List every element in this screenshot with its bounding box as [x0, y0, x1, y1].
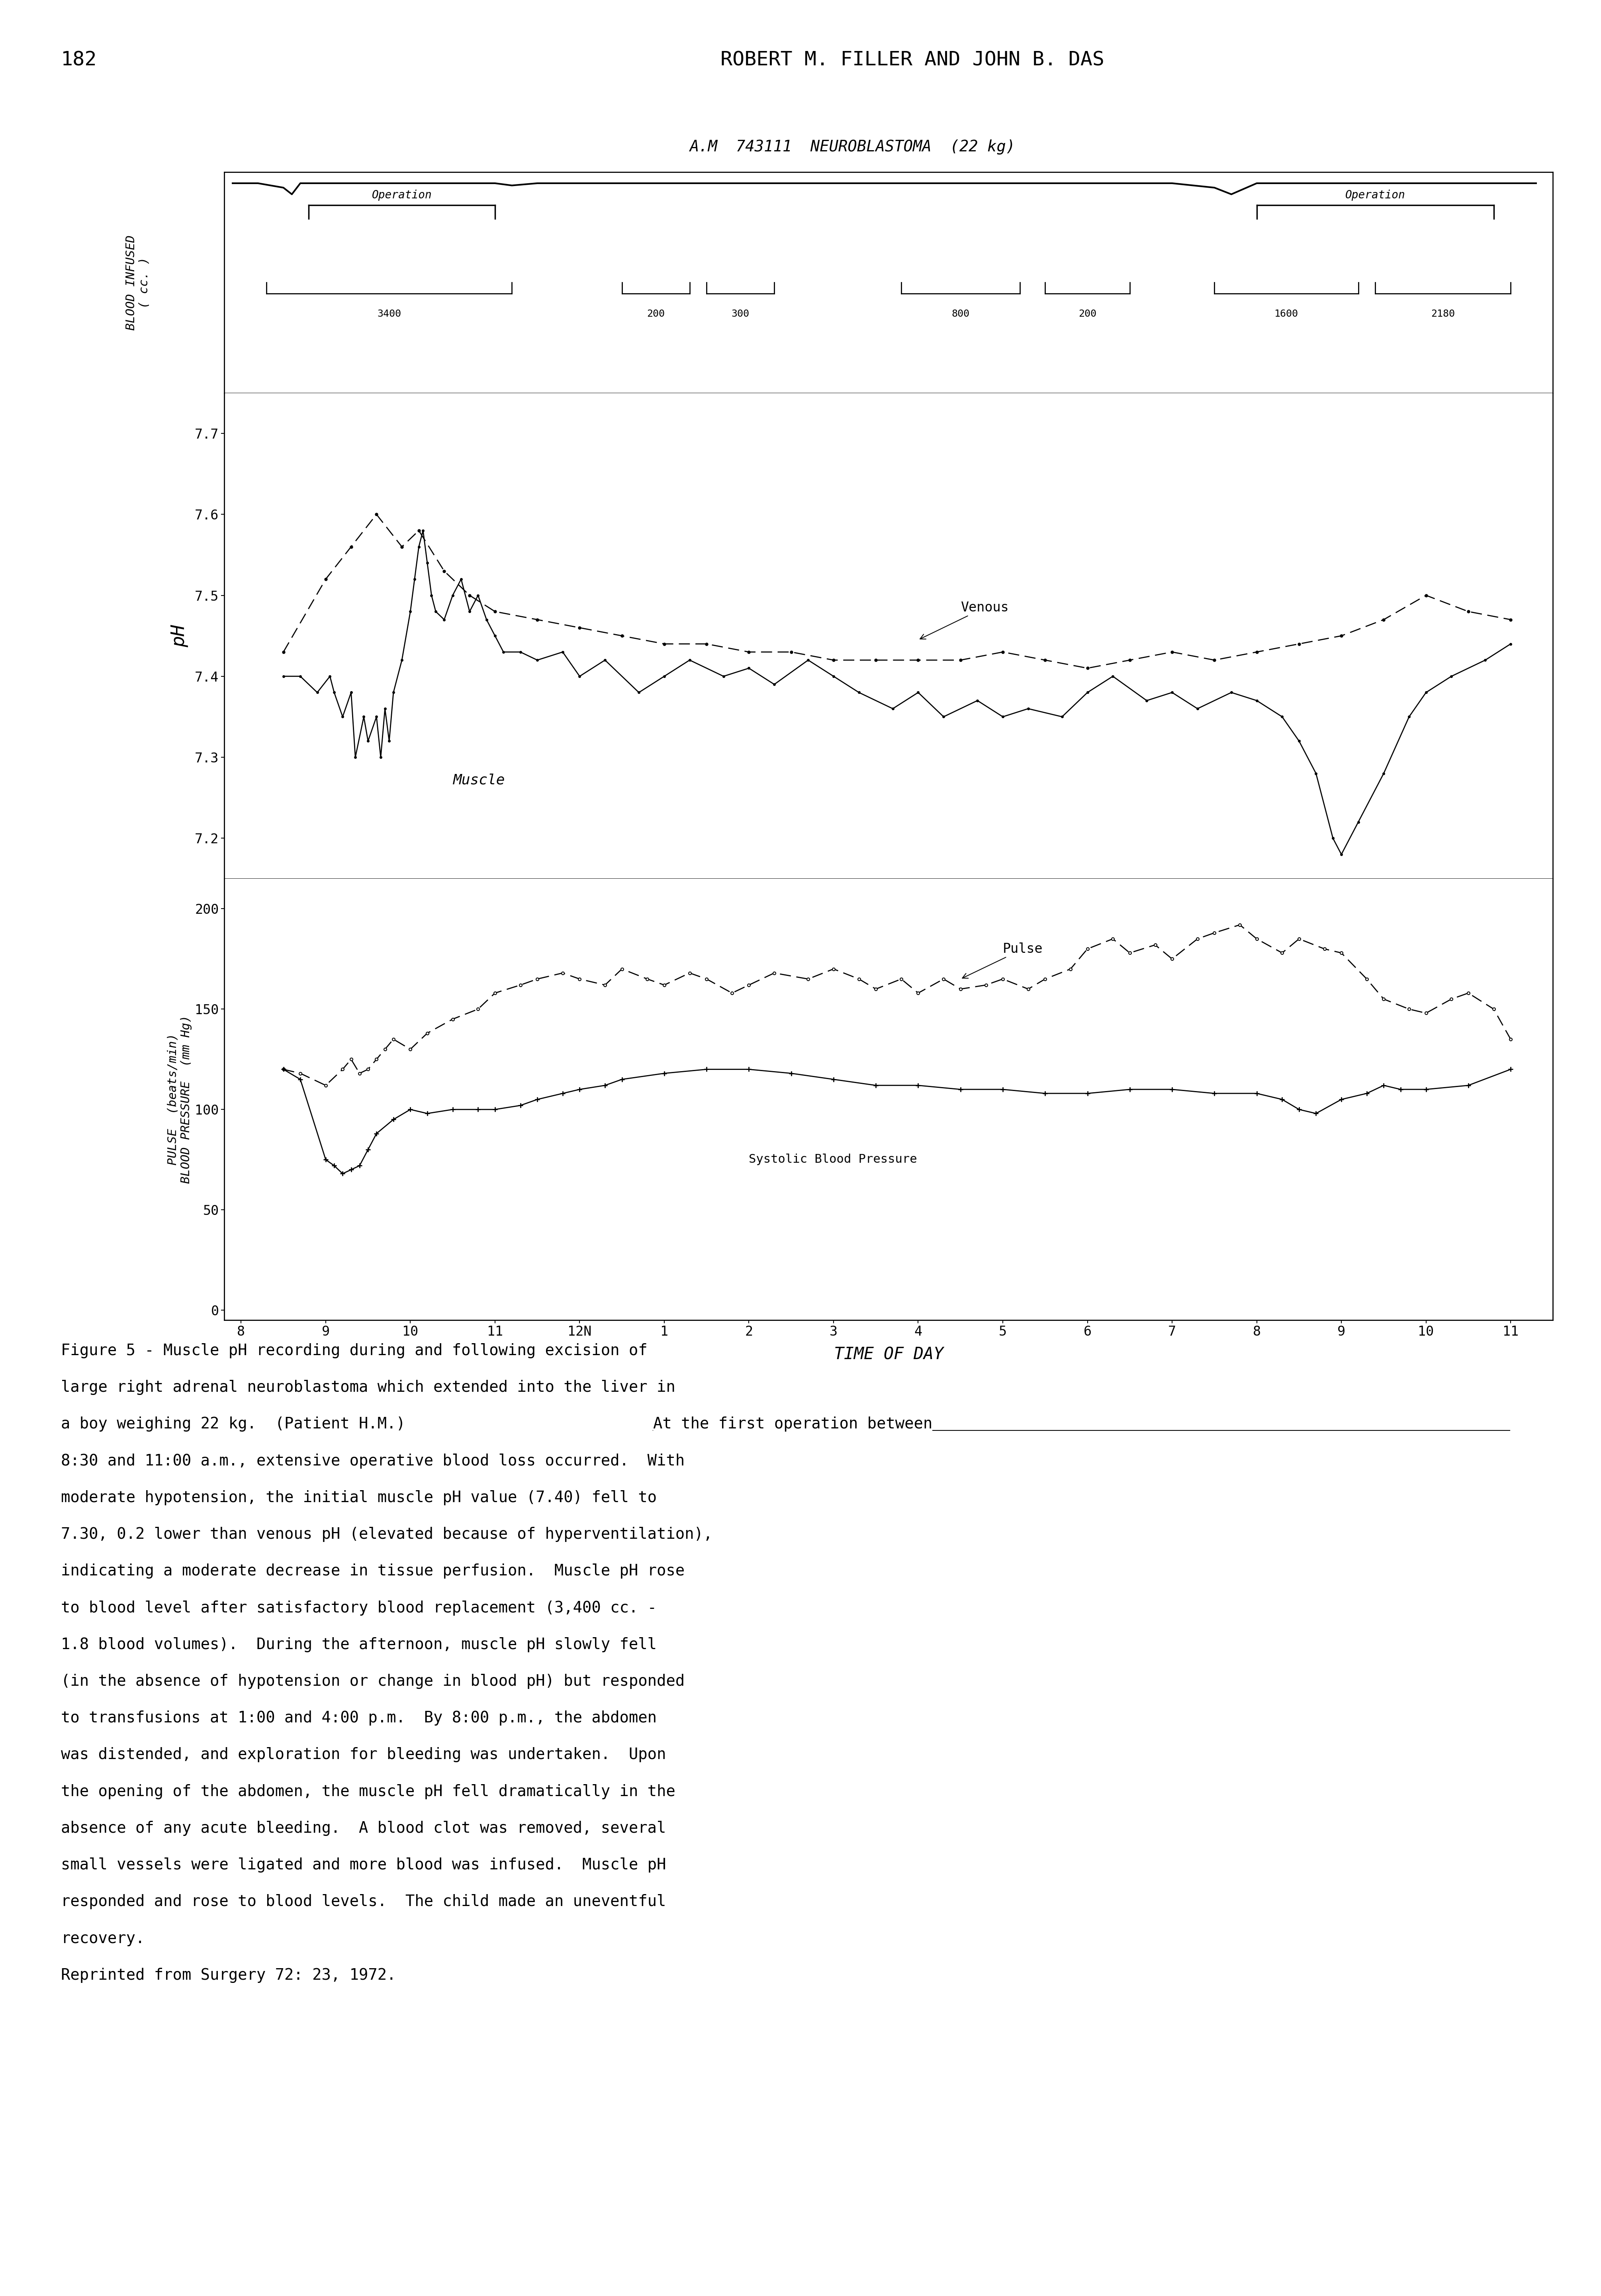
- Text: 3400: 3400: [378, 310, 402, 319]
- Text: 8:30 and 11:00 a.m., extensive operative blood loss occurred.  With: 8:30 and 11:00 a.m., extensive operative…: [61, 1453, 685, 1469]
- Text: small vessels were ligated and more blood was infused.  Muscle pH: small vessels were ligated and more bloo…: [61, 1857, 666, 1874]
- Text: Muscle: Muscle: [453, 774, 504, 788]
- Text: At the first operation between: At the first operation between: [653, 1417, 932, 1433]
- Text: Venous: Venous: [921, 602, 1009, 638]
- Text: Figure 5 - Muscle pH recording during and following excision of: Figure 5 - Muscle pH recording during an…: [61, 1343, 647, 1359]
- Text: 182: 182: [61, 51, 96, 69]
- Y-axis label: PULSE  (beats/min)
BLOOD PRESSURE  (mm Hg): PULSE (beats/min) BLOOD PRESSURE (mm Hg): [167, 1015, 192, 1185]
- Text: large right adrenal neuroblastoma which extended into the liver in: large right adrenal neuroblastoma which …: [61, 1380, 676, 1396]
- Text: recovery.: recovery.: [61, 1931, 144, 1947]
- Text: Operation: Operation: [1345, 191, 1406, 202]
- Text: 200: 200: [1079, 310, 1097, 319]
- Text: to transfusions at 1:00 and 4:00 p.m.  By 8:00 p.m., the abdomen: to transfusions at 1:00 and 4:00 p.m. By…: [61, 1711, 656, 1727]
- Text: indicating a moderate decrease in tissue perfusion.  Muscle pH rose: indicating a moderate decrease in tissue…: [61, 1564, 685, 1580]
- Text: ROBERT M. FILLER AND JOHN B. DAS: ROBERT M. FILLER AND JOHN B. DAS: [720, 51, 1105, 69]
- Text: Reprinted from Surgery 72: 23, 1972.: Reprinted from Surgery 72: 23, 1972.: [61, 1968, 395, 1984]
- Text: Systolic Blood Pressure: Systolic Blood Pressure: [749, 1153, 917, 1164]
- Text: BLOOD INFUSED
( cc. ): BLOOD INFUSED ( cc. ): [125, 234, 150, 331]
- Text: 2180: 2180: [1431, 310, 1455, 319]
- Text: responded and rose to blood levels.  The child made an uneventful: responded and rose to blood levels. The …: [61, 1894, 666, 1910]
- Text: to blood level after satisfactory blood replacement (3,400 cc. -: to blood level after satisfactory blood …: [61, 1600, 656, 1616]
- Text: 1600: 1600: [1274, 310, 1298, 319]
- Text: 300: 300: [732, 310, 749, 319]
- Text: Pulse: Pulse: [962, 944, 1042, 978]
- Text: a boy weighing 22 kg.  (Patient H.M.): a boy weighing 22 kg. (Patient H.M.): [61, 1417, 424, 1433]
- Y-axis label: pH: pH: [170, 625, 189, 647]
- X-axis label: TIME OF DAY: TIME OF DAY: [834, 1345, 943, 1364]
- Text: Operation: Operation: [371, 191, 432, 202]
- Text: 7.30, 0.2 lower than venous pH (elevated because of hyperventilation),: 7.30, 0.2 lower than venous pH (elevated…: [61, 1527, 712, 1543]
- Text: A.M  743111  NEUROBLASTOMA  (22 kg): A.M 743111 NEUROBLASTOMA (22 kg): [688, 140, 1015, 154]
- Text: 1.8 blood volumes).  During the afternoon, muscle pH slowly fell: 1.8 blood volumes). During the afternoon…: [61, 1637, 656, 1653]
- Text: 200: 200: [647, 310, 664, 319]
- Text: was distended, and exploration for bleeding was undertaken.  Upon: was distended, and exploration for bleed…: [61, 1747, 666, 1763]
- Text: moderate hypotension, the initial muscle pH value (7.40) fell to: moderate hypotension, the initial muscle…: [61, 1490, 656, 1506]
- Text: (in the absence of hypotension or change in blood pH) but responded: (in the absence of hypotension or change…: [61, 1674, 685, 1690]
- Text: the opening of the abdomen, the muscle pH fell dramatically in the: the opening of the abdomen, the muscle p…: [61, 1784, 676, 1800]
- Text: absence of any acute bleeding.  A blood clot was removed, several: absence of any acute bleeding. A blood c…: [61, 1821, 666, 1837]
- Text: 800: 800: [951, 310, 970, 319]
